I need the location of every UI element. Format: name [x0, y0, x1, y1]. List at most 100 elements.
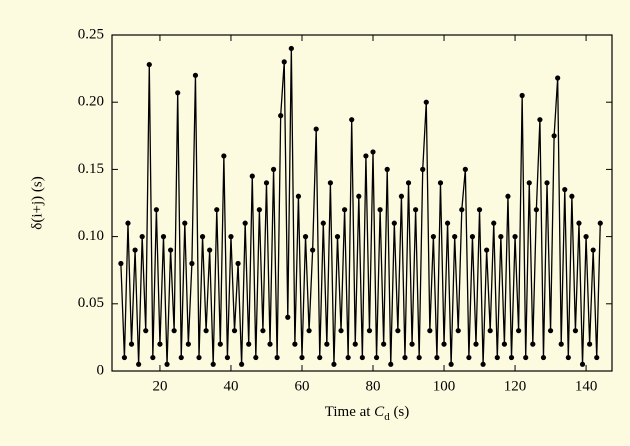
data-point — [462, 166, 468, 172]
data-point — [239, 361, 245, 367]
data-point — [171, 328, 177, 334]
data-point — [221, 153, 227, 159]
data-point — [249, 173, 255, 179]
data-point — [359, 354, 365, 361]
x-label-part: d — [384, 411, 390, 423]
data-point — [292, 341, 298, 347]
data-point — [132, 247, 138, 253]
x-tick-label: 60 — [294, 378, 309, 394]
data-point — [189, 260, 195, 267]
data-point — [253, 354, 259, 361]
data-point — [331, 361, 337, 367]
y-tick-label: 0.05 — [78, 295, 104, 311]
y-tick-label: 0.10 — [78, 228, 104, 244]
data-point — [413, 207, 419, 213]
data-point — [217, 341, 223, 347]
data-point — [210, 361, 216, 367]
data-point — [544, 180, 550, 186]
data-point — [587, 341, 593, 347]
data-point — [455, 328, 461, 334]
data-point — [487, 328, 493, 334]
data-point — [260, 328, 266, 334]
x-tick-label: 20 — [152, 378, 167, 394]
data-point — [363, 153, 369, 159]
data-point — [341, 207, 348, 213]
data-point — [299, 354, 305, 361]
data-point — [178, 354, 184, 361]
data-point — [576, 220, 582, 226]
y-tick-label: 0.20 — [78, 94, 104, 110]
data-point — [192, 72, 199, 78]
data-point — [519, 92, 525, 99]
data-point — [356, 193, 362, 199]
data-point — [469, 234, 476, 240]
y-tick-label: 0.25 — [78, 26, 104, 42]
data-point — [430, 234, 436, 240]
data-point — [590, 247, 596, 253]
data-point — [349, 117, 355, 123]
data-point — [199, 234, 206, 240]
data-point — [278, 113, 284, 119]
data-point — [324, 341, 330, 347]
data-point — [420, 166, 426, 172]
data-point — [473, 341, 479, 347]
data-point — [484, 247, 490, 253]
data-point — [391, 220, 397, 226]
data-point — [235, 260, 241, 267]
data-point — [583, 234, 589, 240]
data-point — [558, 341, 564, 347]
data-point — [459, 207, 465, 213]
data-point — [150, 354, 156, 361]
data-point — [444, 220, 451, 226]
data-point — [327, 180, 333, 186]
data-point — [185, 341, 191, 347]
data-point — [505, 193, 511, 199]
x-tick-label: 120 — [504, 378, 527, 394]
data-point — [416, 354, 422, 361]
data-point — [164, 361, 170, 367]
data-point — [562, 186, 568, 193]
y-tick-label: 0.15 — [78, 161, 104, 177]
data-point — [295, 193, 302, 199]
data-point — [569, 193, 575, 199]
data-point — [160, 234, 167, 240]
data-point — [501, 341, 508, 347]
data-point — [228, 234, 234, 240]
data-point — [288, 45, 294, 52]
data-point — [441, 341, 447, 347]
data-point — [398, 193, 405, 199]
data-point — [352, 341, 358, 347]
data-point — [246, 341, 252, 347]
data-point — [388, 361, 394, 367]
x-label-part: C — [374, 404, 385, 420]
data-point — [597, 220, 603, 226]
plot-frame — [111, 34, 613, 372]
y-axis-label: δ(i+j) (s) — [29, 176, 45, 229]
data-point — [231, 328, 238, 334]
series-line — [120, 48, 601, 365]
data-point — [533, 207, 539, 213]
data-point — [143, 328, 149, 334]
data-point — [579, 361, 586, 367]
data-point — [338, 328, 344, 334]
data-point — [175, 90, 181, 96]
data-point — [434, 354, 440, 361]
x-tick-label: 40 — [223, 378, 238, 394]
data-point — [437, 180, 444, 186]
x-label-part: Time at — [325, 404, 374, 420]
data-point — [334, 234, 341, 240]
data-point — [285, 314, 291, 320]
data-point — [381, 341, 387, 347]
data-point — [270, 166, 277, 172]
data-point — [555, 75, 561, 81]
data-point — [572, 328, 579, 334]
data-point — [565, 354, 571, 361]
x-tick-label: 100 — [433, 378, 456, 394]
data-point — [508, 354, 515, 361]
data-point — [182, 220, 188, 226]
data-point — [267, 341, 273, 347]
data-point — [224, 354, 231, 361]
data-point — [516, 328, 522, 334]
